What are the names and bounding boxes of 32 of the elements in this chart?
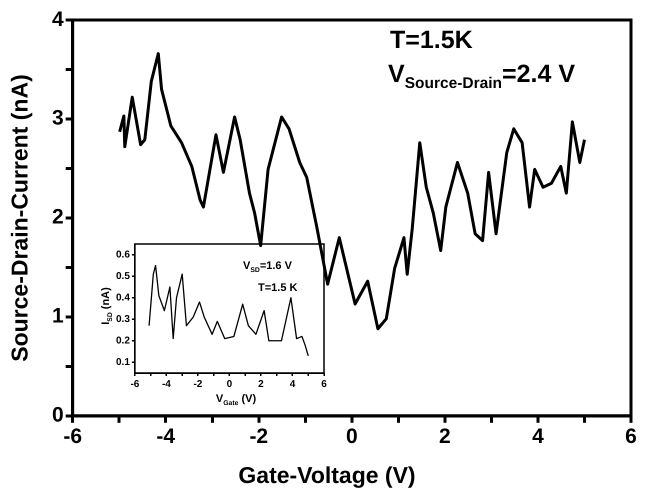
y-axis-title: Source-Drain-Current (nA)	[6, 74, 34, 362]
annotation: V$_{SD}$=1.6 V	[243, 260, 292, 274]
x-tick-label: 4	[532, 425, 544, 448]
annotation: V$_{Source-Drain}$=2.4 V	[388, 60, 576, 93]
y-tick-label: 3	[52, 106, 64, 130]
x-tick-label: 2	[439, 425, 451, 448]
x-tick-label: 0	[226, 378, 233, 390]
x-tick-label: -2	[193, 378, 203, 390]
x-tick-label: 6	[321, 378, 328, 390]
y-tick-label: 0.5	[116, 271, 130, 282]
x-tick-label: -6	[63, 425, 82, 448]
y-tick-label: 4	[52, 8, 64, 31]
x-tick-label: -4	[156, 425, 176, 448]
y-tick-label: 0.1	[116, 357, 130, 368]
x-tick-label: -4	[162, 378, 172, 390]
y-tick-label: 0.3	[116, 314, 130, 325]
x-axis-title: V$_{Gate}$ (V)	[216, 393, 256, 408]
x-tick-label: 0	[346, 425, 358, 448]
y-tick-label: 1	[52, 304, 64, 328]
x-tick-label: 4	[290, 378, 296, 390]
y-tick-label: 0.6	[116, 250, 130, 260]
annotation: T=1.5 K	[258, 282, 298, 294]
y-tick-label: 0.2	[116, 336, 130, 346]
x-tick-label: -2	[249, 425, 268, 448]
y-tick-label: 2	[52, 206, 64, 229]
y-tick-label: 0.4	[116, 292, 130, 304]
x-tick-label: -6	[130, 378, 140, 390]
y-tick-label: 0	[52, 404, 64, 427]
x-tick-label: 6	[625, 425, 637, 448]
annotation: T=1.5K	[390, 26, 473, 55]
x-tick-label: 2	[258, 378, 264, 390]
x-axis-title: Gate-Voltage (V)	[238, 462, 416, 489]
